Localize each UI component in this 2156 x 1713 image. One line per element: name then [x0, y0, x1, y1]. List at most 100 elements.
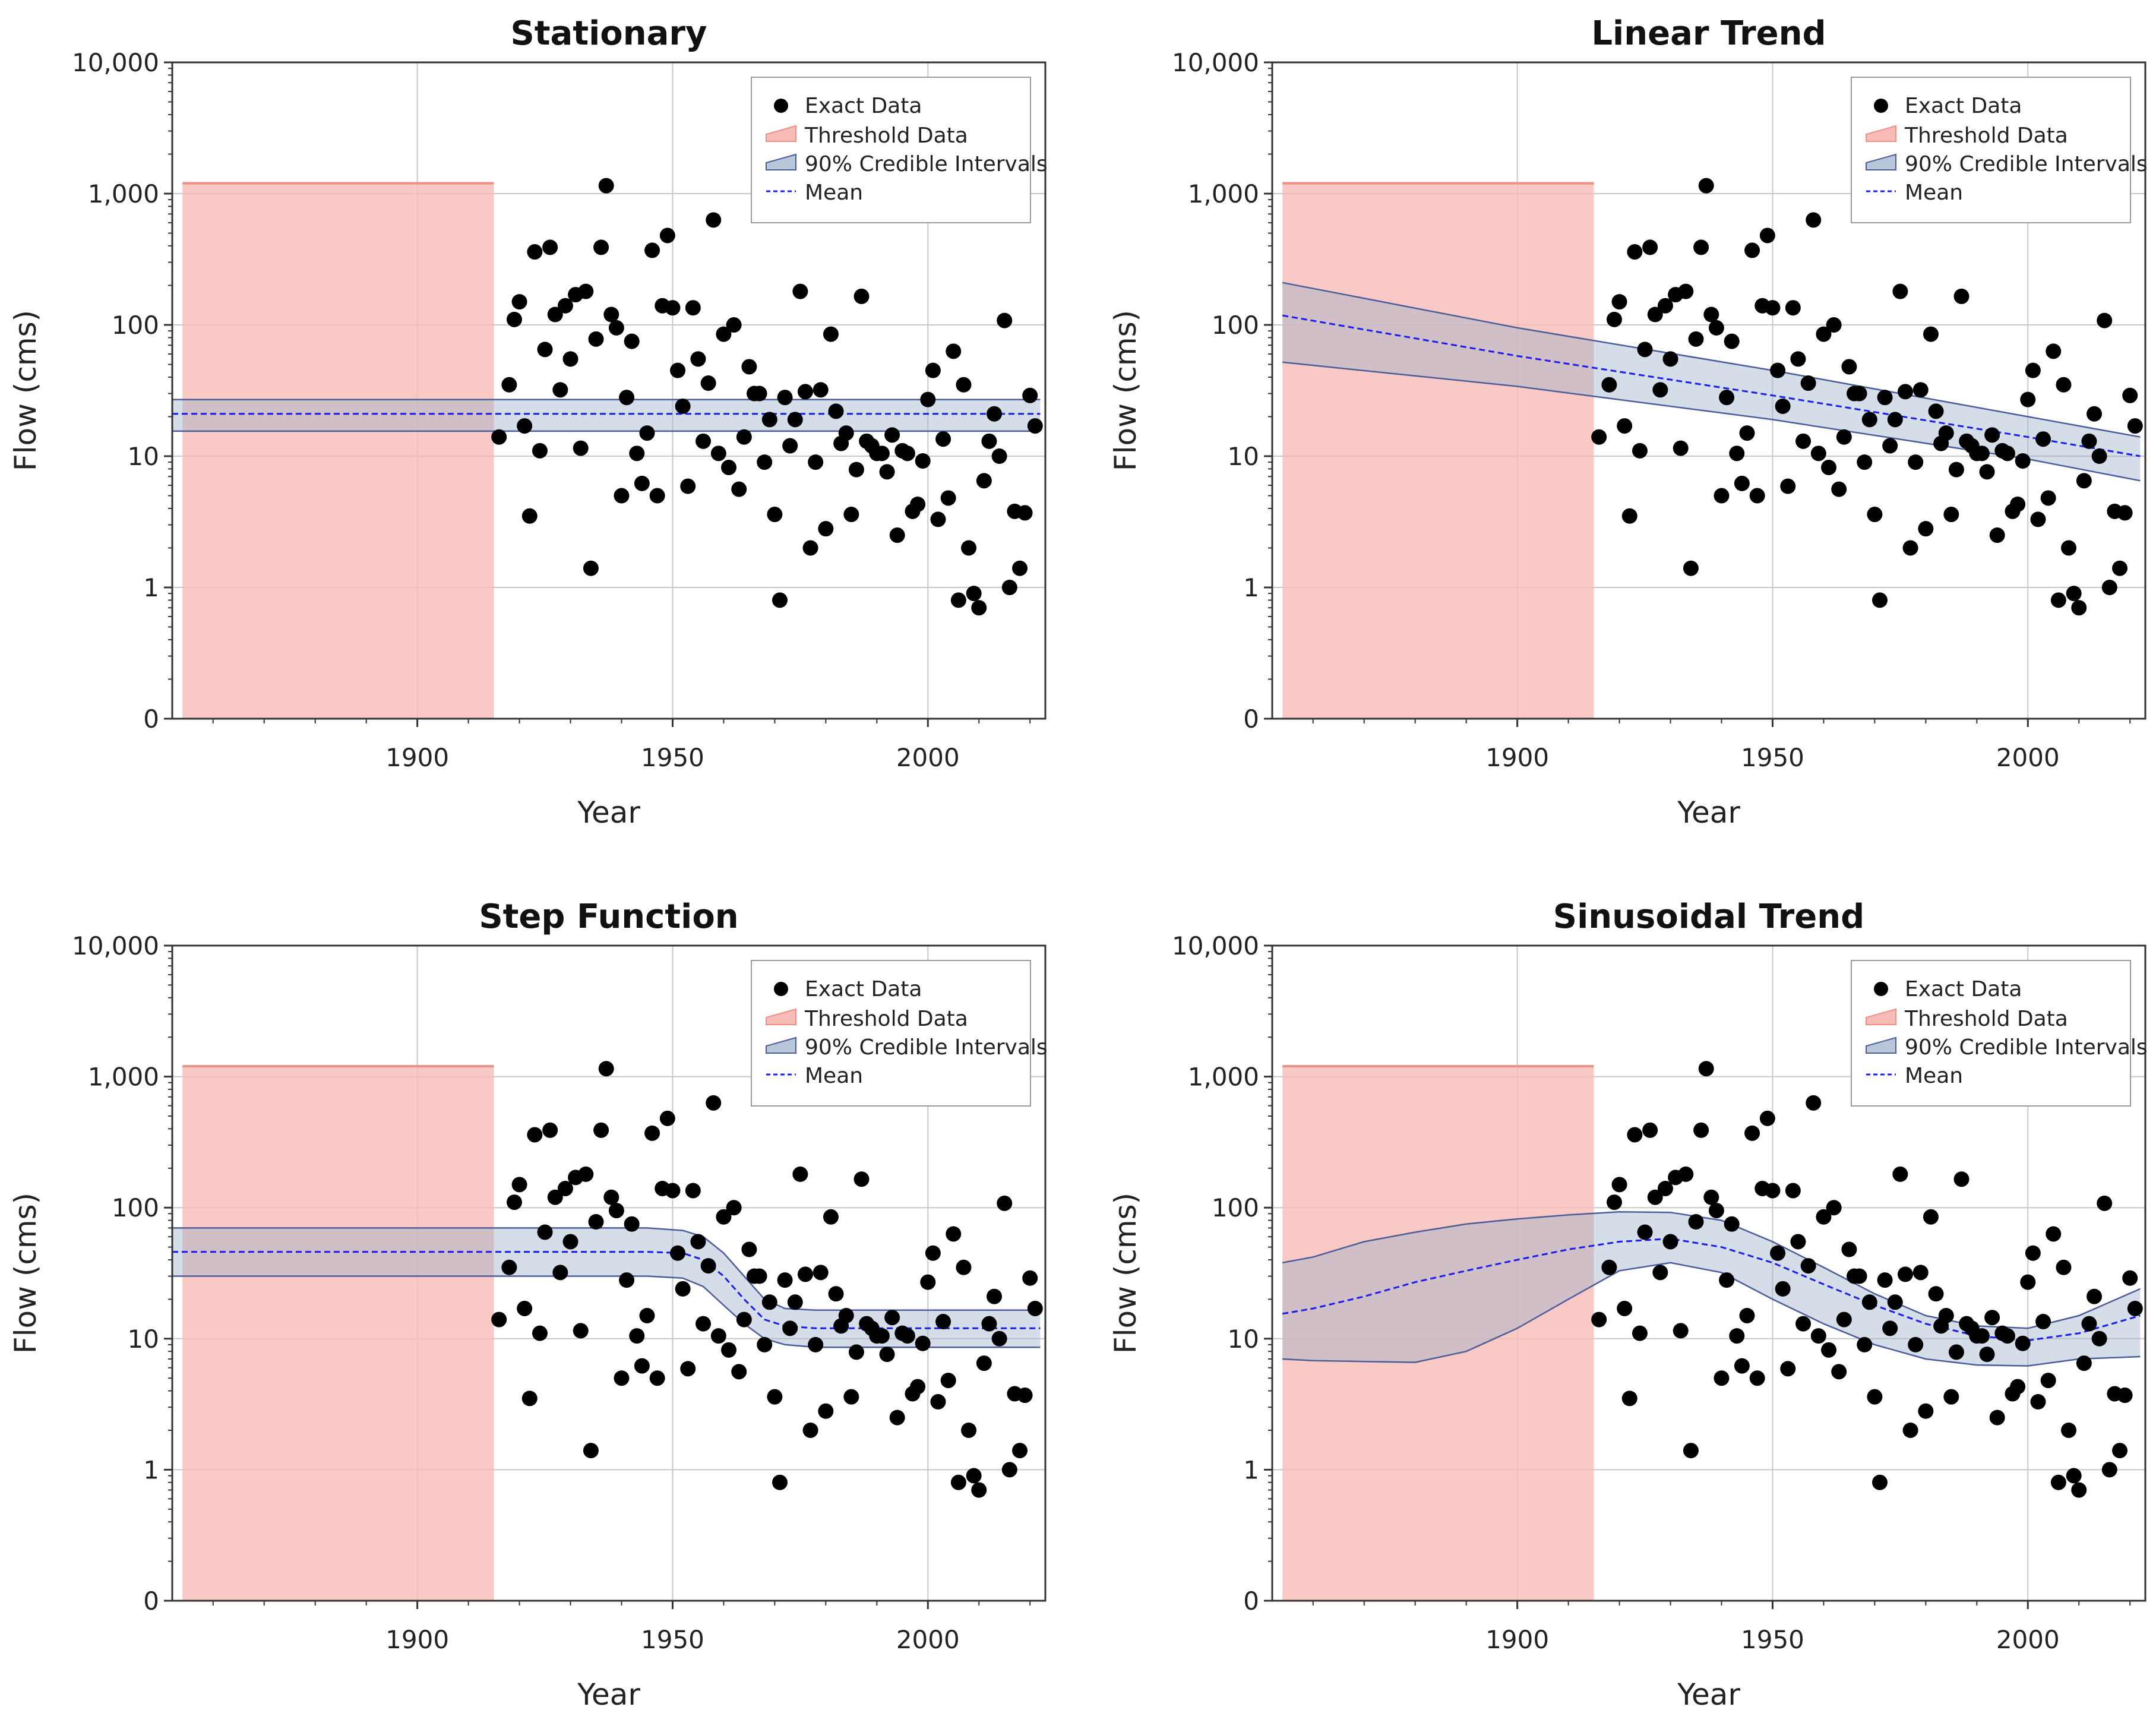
exact-data-point	[889, 1409, 905, 1426]
exact-data-point	[981, 1316, 997, 1332]
exact-data-point	[603, 1189, 619, 1205]
exact-data-point	[1928, 1286, 1944, 1302]
exact-data-point	[787, 412, 803, 428]
exact-data-point	[997, 1195, 1013, 1211]
legend-label: Exact Data	[1905, 94, 2022, 118]
plot-frame	[171, 61, 1047, 720]
exact-data-point	[1611, 1177, 1627, 1193]
exact-data-point	[961, 540, 977, 556]
exact-data-point	[1979, 464, 1995, 480]
exact-data-point	[726, 317, 742, 333]
exact-data-point	[772, 1474, 788, 1490]
exact-data-point	[1780, 1361, 1796, 1377]
exact-data-point	[1861, 412, 1877, 428]
exact-data-point	[757, 1336, 773, 1352]
exact-data-point	[593, 239, 609, 255]
x-axis-label: Year	[577, 1677, 640, 1712]
exact-data-point	[782, 1320, 798, 1336]
threshold-data-region	[1282, 183, 1594, 719]
exact-data-point	[1749, 488, 1765, 504]
legend-label: 90% Credible Intervals	[1905, 1035, 2148, 1060]
exact-data-point	[956, 377, 972, 393]
exact-data-point	[1923, 326, 1939, 342]
exact-data-point	[1627, 1127, 1643, 1143]
exact-data-point	[2112, 1443, 2128, 1459]
legend-threshold-swatch	[766, 125, 796, 142]
exact-data-point	[976, 1355, 992, 1371]
exact-data-point	[1999, 1328, 2015, 1344]
exact-data-point	[1974, 445, 1990, 462]
exact-data-point	[2010, 1379, 2026, 1395]
exact-data-point	[1821, 460, 1837, 476]
exact-data-point	[2046, 1226, 2062, 1242]
exact-data-point	[706, 1095, 722, 1111]
chart-title: Step Function	[479, 897, 738, 936]
exact-data-point	[1601, 377, 1617, 393]
exact-data-point	[987, 406, 1003, 422]
interval-lower-line	[172, 1275, 1041, 1348]
exact-data-point	[639, 425, 655, 441]
exact-data-point	[1708, 1203, 1724, 1219]
exact-data-point	[1591, 429, 1607, 445]
y-tick-label: 1,000	[88, 1063, 159, 1092]
exact-data-point	[1606, 311, 1622, 327]
exact-data-point	[1724, 333, 1740, 349]
exact-data-point	[751, 385, 767, 402]
exact-data-point	[547, 1189, 563, 1205]
legend-label: Threshold Data	[1904, 124, 2068, 148]
legend-box	[1851, 960, 2131, 1107]
exact-data-point	[1719, 390, 1735, 406]
exact-data-point	[1001, 1462, 1017, 1478]
exact-data-point	[915, 1335, 931, 1351]
exact-data-point	[920, 391, 936, 407]
exact-data-point	[624, 1216, 640, 1232]
exact-data-point	[659, 227, 675, 244]
exact-data-point	[1714, 1370, 1730, 1386]
exact-data-point	[710, 445, 726, 462]
exact-data-point	[2091, 448, 2107, 464]
exact-data-point	[2081, 1316, 2097, 1332]
chart-title: Stationary	[510, 14, 707, 53]
y-tick-label: 10	[1228, 442, 1259, 471]
exact-data-point	[956, 1259, 972, 1275]
legend-exact-data-marker	[774, 982, 788, 996]
exact-data-point	[557, 1180, 573, 1196]
exact-data-point	[2010, 497, 2026, 513]
exact-data-point	[608, 1203, 624, 1219]
y-axis-label: Flow (cms)	[1108, 310, 1143, 471]
x-tick-label: 1900	[385, 743, 449, 772]
exact-data-point	[889, 527, 905, 543]
y-tick-label: 10	[128, 442, 159, 471]
exact-data-point	[1897, 1266, 1913, 1282]
exact-data-point	[2035, 431, 2051, 447]
exact-data-point	[710, 1328, 726, 1344]
exact-data-point	[802, 1422, 818, 1438]
exact-data-point	[1759, 227, 1775, 244]
y-tick-label: 10,000	[72, 48, 159, 77]
exact-data-point	[808, 1336, 824, 1352]
exact-data-point	[935, 1314, 951, 1330]
exact-data-point	[1591, 1311, 1607, 1328]
y-tick-label: 0	[1243, 704, 1259, 734]
legend-label: Mean	[1905, 1064, 1963, 1088]
exact-data-point	[1642, 1122, 1658, 1138]
exact-data-point	[1759, 1110, 1775, 1126]
exact-data-point	[1979, 1347, 1995, 1363]
exact-data-point	[716, 326, 732, 342]
exact-data-point	[1887, 412, 1903, 428]
exact-data-point	[966, 1468, 982, 1484]
exact-data-point	[736, 429, 752, 445]
y-tick-label: 100	[112, 311, 159, 340]
legend-interval-swatch	[766, 1036, 796, 1054]
exact-data-point	[2015, 1335, 2031, 1351]
interval-lower-line	[1282, 1262, 2141, 1367]
exact-data-point	[1617, 1300, 1633, 1316]
exact-data-point	[1017, 1388, 1033, 1404]
exact-data-point	[731, 1364, 747, 1380]
exact-data-point	[767, 507, 783, 523]
x-axis-label: Year	[1677, 1677, 1740, 1712]
exact-data-point	[542, 1122, 558, 1138]
exact-data-point	[2101, 1462, 2117, 1478]
exact-data-point	[659, 1110, 675, 1126]
exact-data-point	[1606, 1194, 1622, 1211]
